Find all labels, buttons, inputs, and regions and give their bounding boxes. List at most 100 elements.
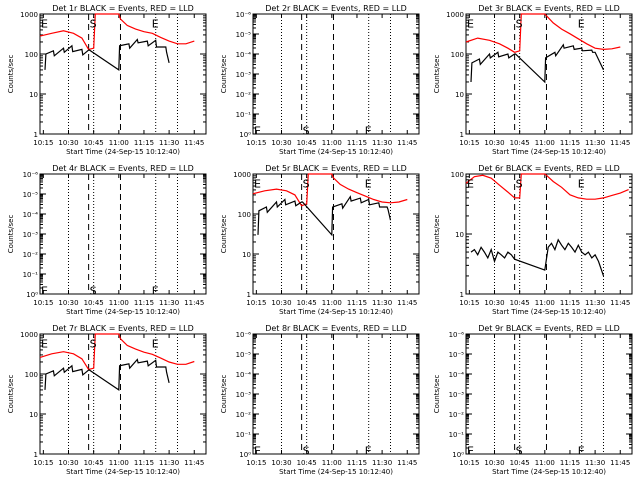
marker-label-e: E <box>254 124 261 137</box>
y-tick-label: 10⁰ <box>239 131 251 139</box>
panel-title: Det 5r BLACK = Events, RED = LLD <box>265 164 407 173</box>
x-tick-label: 11:45 <box>184 299 204 307</box>
x-tick-label: 10:45 <box>84 459 104 467</box>
y-tick-label: 10⁻⁵ <box>236 351 252 359</box>
x-tick-label: 10:30 <box>484 299 504 307</box>
y-axis-title: Counts/sec <box>433 375 441 414</box>
y-tick-label: 10⁻⁶ <box>449 331 465 339</box>
series-line-lld <box>252 173 408 207</box>
x-tick-label: 10:30 <box>271 139 291 147</box>
x-tick-label: 10:15 <box>459 139 479 147</box>
plot-frame <box>465 333 633 455</box>
x-tick-label: 11:00 <box>109 139 129 147</box>
marker-label-e: E <box>467 444 474 457</box>
series-line-events <box>470 238 605 277</box>
marker-label-e: E <box>578 18 585 31</box>
x-axis-title: Start Time (24-Sep-15 10:12:40) <box>66 468 180 476</box>
x-tick-label: 11:00 <box>535 139 555 147</box>
y-tick-label: 10⁻³ <box>449 391 465 399</box>
detector-panel-5: Det 5r BLACK = Events, RED = LLD 10:15 10:… <box>220 164 420 316</box>
series-line-events <box>470 43 605 84</box>
x-tick-label: 11:45 <box>610 459 630 467</box>
x-tick-label: 10:45 <box>297 139 317 147</box>
x-tick-label: 10:30 <box>58 299 78 307</box>
detector-panel-3: Det 3r BLACK = Events, RED = LLD 10:15 10:… <box>433 4 633 156</box>
y-axis-title: Counts/sec <box>433 215 441 254</box>
series-line-lld <box>465 13 621 53</box>
x-axis-title: Start Time (24-Sep-15 10:12:40) <box>66 308 180 316</box>
y-tick-label: 10⁻¹ <box>236 111 252 119</box>
y-tick-label: 10⁻³ <box>236 391 252 399</box>
x-tick-label: 10:30 <box>58 139 78 147</box>
y-tick-label: 1 <box>460 131 464 139</box>
x-axis-title: Start Time (24-Sep-15 10:12:40) <box>492 148 606 156</box>
y-axis-title: Counts/sec <box>220 215 228 254</box>
x-tick-label: 10:45 <box>297 299 317 307</box>
x-tick-label: 11:30 <box>159 459 179 467</box>
x-tick-label: 11:00 <box>535 299 555 307</box>
y-tick-label: 10 <box>242 251 251 259</box>
y-tick-label: 10 <box>455 231 464 239</box>
marker-label-s: S <box>516 444 523 457</box>
x-tick-label: 11:15 <box>134 299 154 307</box>
plot-frame <box>39 173 207 295</box>
x-tick-label: 10:15 <box>33 459 53 467</box>
x-tick-label: 11:30 <box>585 299 605 307</box>
x-tick-label: 11:00 <box>109 299 129 307</box>
y-tick-label: 10⁻² <box>23 251 39 259</box>
x-tick-label: 11:00 <box>535 459 555 467</box>
x-tick-label: 10:30 <box>58 459 78 467</box>
y-tick-label: 10⁻² <box>449 411 465 419</box>
x-tick-label: 11:15 <box>134 139 154 147</box>
y-tick-label: 1000 <box>446 11 464 19</box>
marker-label-s: S <box>516 18 523 31</box>
y-axis-title: Counts/sec <box>7 55 15 94</box>
y-tick-label: 10⁻¹ <box>449 431 465 439</box>
series-line-lld <box>465 173 629 200</box>
marker-label-s: S <box>90 284 97 297</box>
panel-title: Det 3r BLACK = Events, RED = LLD <box>478 4 620 13</box>
x-tick-label: 10:15 <box>246 459 266 467</box>
y-tick-label: 1 <box>34 451 38 459</box>
y-tick-label: 100 <box>451 51 464 59</box>
panel-title: Det 9r BLACK = Events, RED = LLD <box>478 324 620 333</box>
x-tick-label: 10:45 <box>510 139 530 147</box>
x-tick-label: 11:15 <box>560 459 580 467</box>
y-tick-label: 1000 <box>20 331 38 339</box>
y-tick-label: 10⁻² <box>236 91 252 99</box>
marker-label-e: E <box>152 338 159 351</box>
y-tick-label: 10⁻⁶ <box>23 171 39 179</box>
panel-title: Det 8r BLACK = Events, RED = LLD <box>265 324 407 333</box>
x-tick-label: 11:00 <box>322 139 342 147</box>
plot-frame <box>252 173 420 295</box>
y-tick-label: 10 <box>29 411 38 419</box>
x-tick-label: 11:30 <box>159 299 179 307</box>
x-tick-label: 11:30 <box>159 139 179 147</box>
y-tick-label: 10⁻⁶ <box>236 331 252 339</box>
y-tick-label: 10⁻³ <box>23 231 39 239</box>
x-tick-label: 11:45 <box>610 139 630 147</box>
x-tick-label: 11:45 <box>397 299 417 307</box>
marker-label-e: E <box>254 444 261 457</box>
y-tick-label: 10⁻⁴ <box>23 211 39 219</box>
panel-title: Det 7r BLACK = Events, RED = LLD <box>52 324 194 333</box>
y-tick-label: 100 <box>25 371 38 379</box>
x-tick-label: 10:15 <box>459 459 479 467</box>
x-tick-label: 11:30 <box>372 299 392 307</box>
series-line-events <box>44 38 170 72</box>
x-tick-label: 10:15 <box>459 299 479 307</box>
x-tick-label: 10:15 <box>246 139 266 147</box>
x-tick-label: 10:15 <box>33 299 53 307</box>
x-axis-title: Start Time (24-Sep-15 10:12:40) <box>492 468 606 476</box>
x-tick-label: 11:30 <box>372 139 392 147</box>
plot-frame <box>252 13 420 135</box>
marker-label-s: S <box>303 124 310 137</box>
x-tick-label: 10:45 <box>84 139 104 147</box>
marker-label-e: E <box>578 178 585 191</box>
y-axis-title: Counts/sec <box>433 55 441 94</box>
y-tick-label: 10⁻² <box>236 411 252 419</box>
x-tick-label: 10:30 <box>271 299 291 307</box>
y-tick-label: 1 <box>34 131 38 139</box>
y-tick-label: 10⁻⁶ <box>236 11 252 19</box>
x-tick-label: 10:45 <box>297 459 317 467</box>
